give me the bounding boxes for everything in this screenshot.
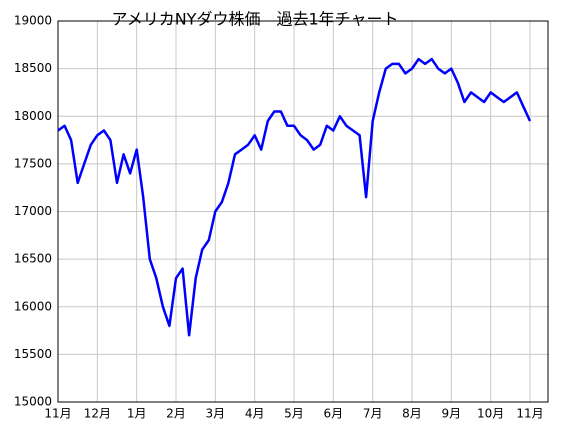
y-tick-label: 18500 — [14, 61, 52, 75]
y-tick-label: 16000 — [14, 299, 52, 313]
y-tick-label: 19000 — [14, 14, 52, 28]
y-tick-label: 16500 — [14, 252, 52, 266]
x-tick-label: 6月 — [324, 407, 344, 421]
y-tick-label: 15000 — [14, 395, 52, 409]
y-tick-label: 15500 — [14, 347, 52, 361]
x-tick-label: 7月 — [363, 407, 383, 421]
x-tick-label: 10月 — [477, 407, 504, 421]
x-tick-label: 2月 — [166, 407, 186, 421]
y-tick-label: 17000 — [14, 204, 52, 218]
x-tick-label: 3月 — [206, 407, 226, 421]
x-tick-label: 11月 — [44, 407, 71, 421]
x-tick-label: 9月 — [442, 407, 462, 421]
x-tick-label: 4月 — [245, 407, 265, 421]
chart-title: アメリカNYダウ株価 過去1年チャート — [112, 10, 399, 29]
x-tick-label: 1月 — [127, 407, 147, 421]
line-series — [57, 57, 532, 337]
x-tick-label: 12月 — [84, 407, 111, 421]
x-tick-label: 8月 — [402, 407, 422, 421]
y-tick-label: 17500 — [14, 156, 52, 170]
x-tick-label: 11月 — [516, 407, 543, 421]
y-tick-label: 18000 — [14, 109, 52, 123]
x-tick-label: 5月 — [284, 407, 304, 421]
plot-frame — [57, 20, 549, 403]
